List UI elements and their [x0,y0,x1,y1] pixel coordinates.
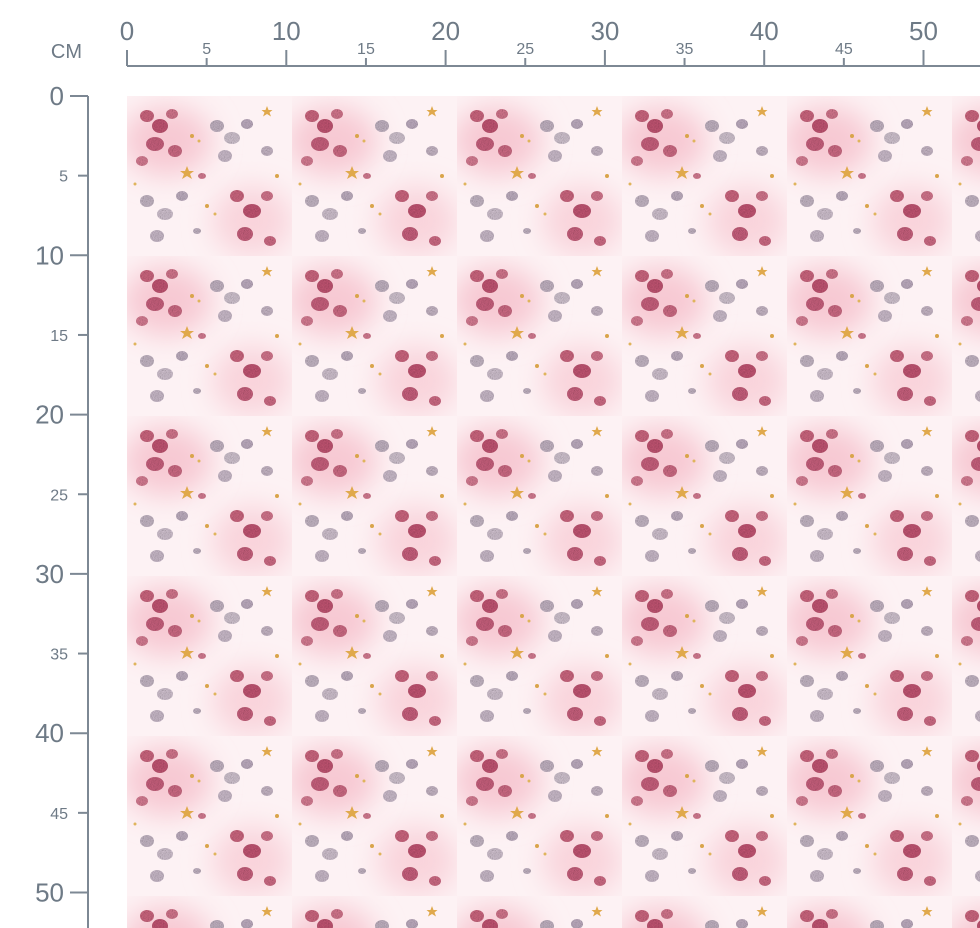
fabric-pattern [127,96,980,928]
tick-label: 0 [50,81,64,111]
tick-label: 40 [35,718,64,748]
tick-label: 35 [50,647,68,664]
tick-label: 50 [909,16,938,46]
tick-label: 40 [750,16,779,46]
ruler-ticks: 0 5 10 15 20 25 30 35 40 45 50 0 5 10 15 20 25 30 35 40 45 50 [35,16,938,908]
tick-label: 0 [120,16,134,46]
tick-label: 45 [835,41,853,58]
tick-label: 45 [50,806,68,823]
tick-label: 5 [202,41,211,58]
tick-label: 10 [35,240,64,270]
tick-label: 35 [676,41,694,58]
tick-label: 15 [50,328,68,345]
tick-label: 20 [35,400,64,430]
tick-label: 10 [272,16,301,46]
tick-label: 30 [35,559,64,589]
tick-label: 25 [516,41,534,58]
tick-label: 20 [431,16,460,46]
tick-label: 5 [59,169,68,186]
tick-label: 25 [50,487,68,504]
tick-label: 15 [357,41,375,58]
tick-label: 50 [35,878,64,908]
tick-label: 30 [590,16,619,46]
unit-label: CM [51,41,82,63]
